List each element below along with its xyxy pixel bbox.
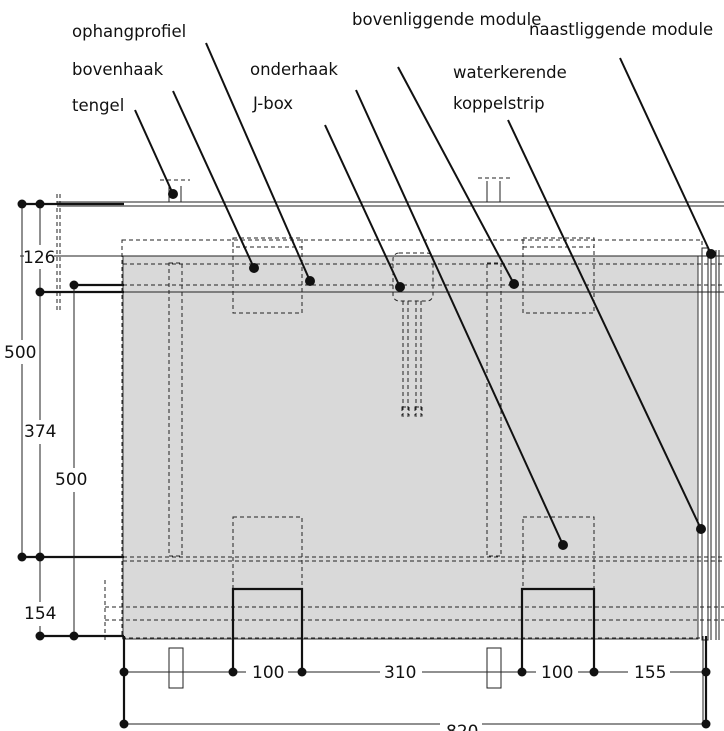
tengel-post-top-right — [478, 177, 510, 202]
dim-500-outer: 500 — [4, 343, 36, 363]
jbox-cables — [401, 301, 423, 417]
leader-onderhaak — [355, 89, 564, 546]
dim-dot — [589, 667, 599, 677]
bovenhaak-left — [232, 237, 303, 314]
solar-module-panel — [122, 255, 699, 640]
tengel-stub-bottom-left — [168, 647, 184, 689]
dim-dot — [17, 199, 27, 209]
dim-dot — [119, 667, 129, 677]
leader-bovenliggende-module — [397, 66, 515, 285]
label-onderhaak: onderhaak — [250, 60, 338, 79]
leader-jbox — [324, 124, 401, 288]
dim-dot — [517, 667, 527, 677]
leader-dot — [249, 263, 259, 273]
dim-310: 310 — [384, 663, 416, 683]
label-bovenhaak: bovenhaak — [72, 60, 164, 79]
dim-500-inner: 500 — [55, 470, 87, 490]
leader-naastliggende-module — [619, 57, 712, 255]
leader-tengel — [134, 109, 174, 195]
koppelstrip — [701, 247, 709, 641]
dim-126: 126 — [23, 248, 55, 268]
dim-155: 155 — [634, 663, 666, 683]
label-naastliggende-module: naastliggende module — [529, 20, 713, 39]
dim-100-left: 100 — [252, 663, 284, 683]
leader-dot — [395, 282, 405, 292]
dim-dot — [701, 667, 711, 677]
label-tengel: tengel — [72, 96, 124, 115]
leader-ophangprofiel — [205, 42, 311, 282]
label-waterkerende: waterkerende — [453, 63, 567, 82]
tengel-right — [486, 262, 502, 557]
onderhaak-left-profile — [231, 587, 304, 672]
leader-bovenhaak — [172, 90, 255, 269]
dim-dot — [297, 667, 307, 677]
dim-374: 374 — [24, 422, 56, 442]
tengel-left — [168, 262, 183, 557]
leader-koppelstrip — [507, 119, 702, 530]
jbox — [392, 252, 434, 302]
dim-dot — [119, 719, 129, 729]
label-ophangprofiel: ophangprofiel — [72, 22, 186, 41]
tengel-stub-bottom-right — [486, 647, 502, 689]
dim-dot — [69, 280, 79, 290]
dim-dot — [228, 667, 238, 677]
leader-dot — [696, 524, 706, 534]
label-jbox: J-box — [252, 94, 293, 113]
dim-154: 154 — [24, 604, 56, 624]
dim-100-right: 100 — [541, 663, 573, 683]
onderhaak-right-profile — [520, 587, 596, 672]
leader-dot — [509, 279, 519, 289]
leader-dot — [706, 249, 716, 259]
dim-dot — [35, 631, 45, 641]
label-bovenliggende-module: bovenliggende module — [352, 10, 541, 29]
dim-dot — [701, 719, 711, 729]
bovenhaak-right-top — [522, 237, 595, 248]
dim-dot — [35, 287, 45, 297]
leader-dot — [558, 540, 568, 550]
leader-dot — [168, 189, 178, 199]
dim-dot — [35, 199, 45, 209]
dim-dot — [69, 631, 79, 641]
leader-dot — [305, 276, 315, 286]
label-koppelstrip: koppelstrip — [453, 94, 545, 113]
bovenhaak-left-top — [232, 237, 303, 248]
dim-dot — [35, 552, 45, 562]
dim-dot — [17, 552, 27, 562]
dim-820: 820 — [446, 722, 478, 731]
